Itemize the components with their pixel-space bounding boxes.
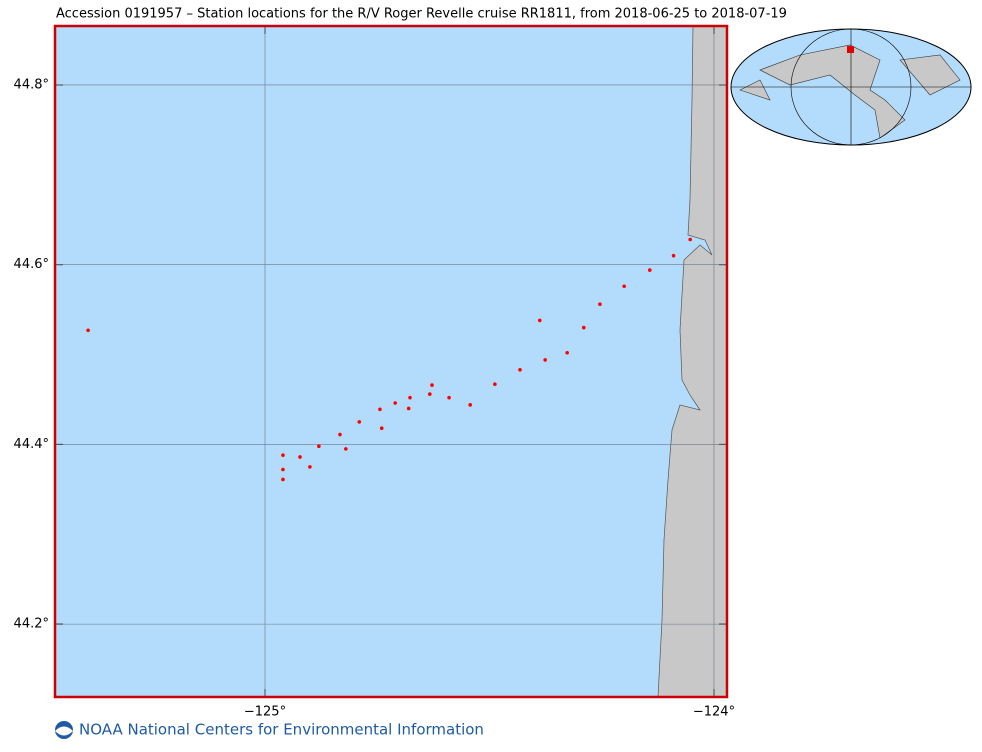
- map-frame: [53, 24, 729, 699]
- station-point: [427, 392, 432, 396]
- location-marker: [847, 46, 854, 53]
- station-point: [565, 350, 569, 355]
- station-point: [344, 447, 348, 451]
- station-point: [598, 302, 602, 307]
- noaa-logo: [55, 721, 73, 739]
- x-tick-label: −124°: [693, 705, 735, 720]
- station-point: [447, 395, 451, 400]
- station-point: [581, 325, 586, 330]
- station-point: [622, 284, 626, 289]
- station-point: [86, 328, 90, 333]
- logo-wave: [55, 726, 73, 736]
- y-tick-label: 44.2°: [14, 617, 49, 632]
- continents: [739, 44, 961, 139]
- station-point: [493, 382, 497, 386]
- station-point: [647, 268, 652, 272]
- y-tick-label: 44.6°: [14, 257, 49, 272]
- station-point: [393, 401, 397, 405]
- station-point: [430, 383, 434, 387]
- station-point: [338, 432, 342, 437]
- inset-globe: [730, 28, 972, 146]
- ocean: [55, 26, 727, 697]
- footer-text: NOAA National Centers for Environmental …: [79, 721, 484, 739]
- station-point: [688, 237, 692, 242]
- station-point: [281, 467, 285, 472]
- station-point: [468, 403, 472, 407]
- land: [657, 25, 728, 698]
- map-title: Accession 0191957 – Station locations fo…: [56, 7, 787, 22]
- station-point: [281, 477, 285, 482]
- station-point: [408, 395, 412, 400]
- station-point: [537, 318, 542, 323]
- station-point: [518, 368, 522, 372]
- station-point: [378, 407, 382, 412]
- x-tick-label: −125°: [244, 705, 286, 720]
- station-point: [357, 420, 362, 424]
- y-tick-label: 44.4°: [14, 437, 49, 452]
- station-point: [281, 453, 285, 457]
- station-point: [298, 455, 302, 459]
- station-point: [406, 406, 411, 411]
- station-point: [308, 465, 312, 469]
- station-point: [543, 358, 547, 362]
- station-point: [379, 426, 384, 431]
- y-tick-label: 44.8°: [14, 77, 49, 92]
- station-point: [317, 444, 321, 448]
- station-point: [671, 253, 676, 258]
